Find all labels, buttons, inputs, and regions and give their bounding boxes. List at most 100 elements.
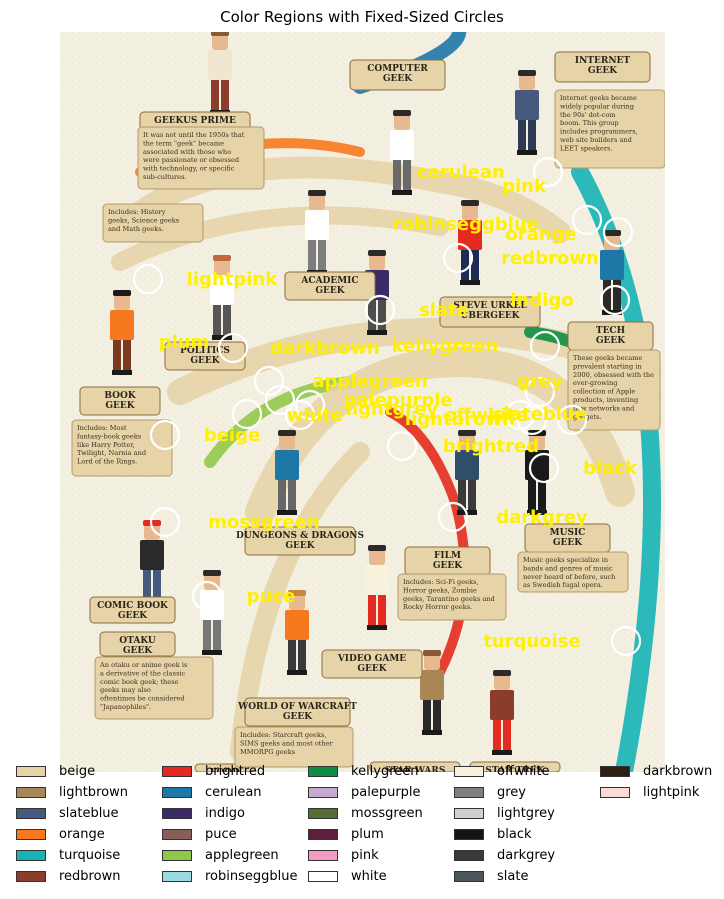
annotation-label: plum [159,332,210,353]
svg-text:GEEK: GEEK [383,74,413,84]
legend-swatch [16,808,46,819]
legend-swatch [454,871,484,882]
legend-swatch [308,766,338,777]
annotation-circle [386,430,418,462]
svg-text:MUSIC: MUSIC [550,528,586,538]
annotation-circle [599,284,631,316]
svg-text:ACADEMIC: ACADEMIC [300,276,358,286]
annotation-label: darkbrown [270,338,379,359]
svg-text:the 90s' dot-com: the 90s' dot-com [560,111,616,119]
legend-label: orange [59,827,105,842]
svg-text:It was not until the 1950s tha: It was not until the 1950s that [143,131,245,139]
svg-text:bands and genres of music: bands and genres of music [523,564,613,572]
geek-figure [275,430,299,515]
scene-arc [111,206,449,271]
legend-label: indigo [205,806,245,821]
annotation-label: brightred [443,436,539,457]
legend-swatch [162,850,192,861]
annotation-circle [149,506,181,538]
annotation-circle [437,501,469,533]
annotation-label: robinseggblue [393,214,539,235]
svg-text:GEEKUS PRIME: GEEKUS PRIME [154,116,236,126]
svg-text:were passionate or obsessed: were passionate or obsessed [143,156,240,164]
annotation-circle [610,625,642,657]
annotation-circle [364,294,396,326]
svg-text:COMIC BOOK: COMIC BOOK [97,601,169,611]
svg-text:GEEK: GEEK [105,401,135,411]
annotation-label: lightbrown [405,409,515,430]
annotation-label: applegreen [312,371,427,392]
svg-text:Includes: History: Includes: History [108,208,166,216]
annotation-label: beige [204,425,260,446]
annotation-circle [132,263,164,295]
legend-swatch [308,850,338,861]
geek-figure [208,32,232,115]
svg-text:FOOD: FOOD [210,768,240,772]
legend-swatch [308,829,338,840]
geek-figure [365,545,389,630]
geek-figure [455,430,479,515]
annotation-label: orange [505,224,576,245]
annotation-label: turquoise [483,631,580,652]
geek-figure [285,590,309,675]
svg-text:OTAKU: OTAKU [119,636,156,646]
svg-text:Music geeks specialize in: Music geeks specialize in [523,556,609,564]
svg-text:fantasy-book geeks: fantasy-book geeks [77,432,142,440]
geek-figure [110,290,134,375]
legend: beige lightbrown slateblue orange turquoise r… [12,762,724,892]
annotation-circle [294,389,326,421]
svg-text:products, inventing: products, inventing [573,396,639,404]
legend-label: turquoise [59,848,121,863]
legend-label: palepurple [351,785,421,800]
svg-text:the term "geek" became: the term "geek" became [143,139,224,147]
svg-text:Horror geeks, Zombie: Horror geeks, Zombie [403,586,477,594]
legend-label: mossgreen [351,806,423,821]
svg-text:boom. This group: boom. This group [560,119,619,127]
annotation-circle [442,242,474,274]
legend-swatch [162,766,192,777]
svg-text:STAR WARS: STAR WARS [385,766,446,772]
annotation-label: slate [419,300,469,321]
annotation-circle [532,156,564,188]
svg-text:MMORPG geeks: MMORPG geeks [240,748,296,756]
svg-text:Rocky Horror geeks.: Rocky Horror geeks. [403,603,472,611]
annotation-label: cerulean [417,162,505,183]
legend-swatch [600,766,630,777]
panel-text-otaku: An otaku or anime geek isa derivative of… [94,656,214,720]
annotation-label: lightpink [187,269,279,290]
svg-text:An otaku or anime geek is: An otaku or anime geek is [99,661,188,669]
annotation-label: redbrown [501,248,599,269]
svg-text:with technology, or specific: with technology, or specific [143,165,235,173]
svg-text:geeks may also: geeks may also [100,686,151,694]
legend-swatch [162,808,192,819]
annotation-circle [253,365,285,397]
annotation-circle [217,332,249,364]
svg-text:GEEK: GEEK [433,561,463,571]
svg-text:WORLD OF WARCRAFT: WORLD OF WARCRAFT [237,702,357,712]
legend-label: plum [351,827,384,842]
svg-text:GEEK: GEEK [190,356,220,366]
svg-text:GEEK: GEEK [315,286,345,296]
legend-label: darkgrey [497,848,556,863]
annotation-label: pink [502,176,547,197]
annotation-circle [284,399,316,431]
legend-swatch [600,787,630,798]
annotation-circle [529,330,561,362]
legend-swatch [16,766,46,777]
geek-figure [210,255,234,340]
svg-text:Includes: Sci-Fi geeks,: Includes: Sci-Fi geeks, [403,578,479,586]
